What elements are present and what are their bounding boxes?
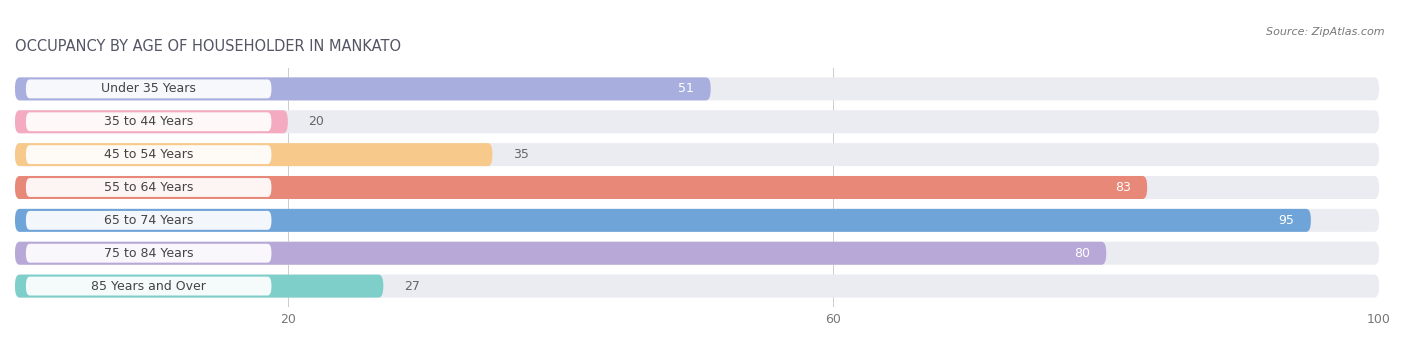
- FancyBboxPatch shape: [25, 79, 271, 98]
- Text: 35 to 44 Years: 35 to 44 Years: [104, 115, 193, 128]
- Text: 51: 51: [679, 83, 695, 95]
- Text: 75 to 84 Years: 75 to 84 Years: [104, 247, 194, 260]
- FancyBboxPatch shape: [25, 112, 271, 131]
- FancyBboxPatch shape: [15, 275, 384, 298]
- Text: 65 to 74 Years: 65 to 74 Years: [104, 214, 194, 227]
- FancyBboxPatch shape: [15, 275, 1379, 298]
- Text: 20: 20: [308, 115, 325, 128]
- Text: 95: 95: [1278, 214, 1295, 227]
- FancyBboxPatch shape: [15, 242, 1379, 265]
- FancyBboxPatch shape: [15, 143, 1379, 166]
- Text: 85 Years and Over: 85 Years and Over: [91, 280, 207, 293]
- FancyBboxPatch shape: [15, 143, 492, 166]
- Text: OCCUPANCY BY AGE OF HOUSEHOLDER IN MANKATO: OCCUPANCY BY AGE OF HOUSEHOLDER IN MANKA…: [15, 39, 401, 54]
- FancyBboxPatch shape: [15, 110, 1379, 133]
- Text: 80: 80: [1074, 247, 1090, 260]
- Text: Source: ZipAtlas.com: Source: ZipAtlas.com: [1267, 27, 1385, 37]
- FancyBboxPatch shape: [15, 242, 1107, 265]
- FancyBboxPatch shape: [15, 110, 288, 133]
- FancyBboxPatch shape: [25, 211, 271, 230]
- Text: Under 35 Years: Under 35 Years: [101, 83, 195, 95]
- FancyBboxPatch shape: [25, 145, 271, 164]
- Text: 83: 83: [1115, 181, 1130, 194]
- FancyBboxPatch shape: [15, 209, 1310, 232]
- Text: 35: 35: [513, 148, 529, 161]
- FancyBboxPatch shape: [15, 77, 1379, 100]
- FancyBboxPatch shape: [15, 209, 1379, 232]
- FancyBboxPatch shape: [15, 176, 1379, 199]
- Text: 45 to 54 Years: 45 to 54 Years: [104, 148, 194, 161]
- FancyBboxPatch shape: [15, 77, 710, 100]
- Text: 27: 27: [404, 280, 419, 293]
- FancyBboxPatch shape: [15, 176, 1147, 199]
- Text: 55 to 64 Years: 55 to 64 Years: [104, 181, 194, 194]
- FancyBboxPatch shape: [25, 178, 271, 197]
- FancyBboxPatch shape: [25, 244, 271, 263]
- FancyBboxPatch shape: [25, 277, 271, 296]
